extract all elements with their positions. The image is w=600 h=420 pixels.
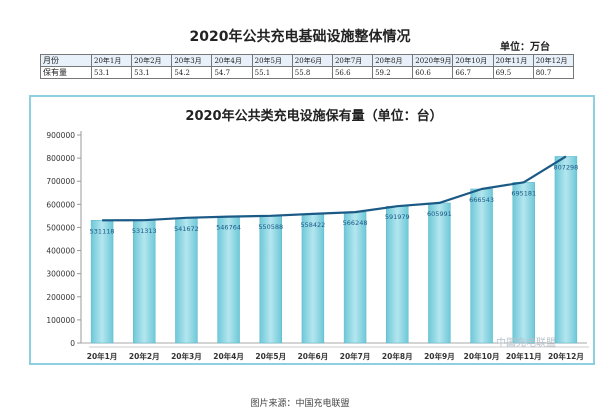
x-tick-label: 20年6月 (298, 351, 329, 361)
holding-cell: 56.6 (331, 66, 374, 79)
holding-cell: 60.6 (412, 66, 454, 79)
bar (512, 182, 535, 344)
month-cell: 20年8月 (372, 54, 414, 67)
holding-cell: 69.5 (492, 66, 534, 79)
holding-cell: 53.1 (131, 66, 173, 79)
chart-frame: 2020年公共类充电设施保有量（单位：台） 0 100000 200000 30000… (29, 95, 595, 365)
month-cell: 20年1月 (90, 54, 133, 67)
y-tick-label: 400000 (46, 247, 75, 256)
month-cell: 20年7月 (331, 54, 374, 67)
data-label: 695181 (511, 189, 536, 197)
data-label: 558422 (301, 221, 326, 229)
y-tick-label: 900000 (46, 131, 75, 140)
data-label: 605991 (427, 210, 452, 218)
bar (470, 188, 493, 344)
data-label: 531118 (90, 227, 115, 235)
x-tick-label: 20年4月 (213, 351, 244, 361)
bar (428, 202, 451, 344)
x-tick-label: 20年7月 (340, 351, 371, 361)
holding-cell: 54.7 (211, 66, 253, 79)
y-tick-label: 300000 (46, 270, 75, 279)
watermark-text: 中国充电联盟 (496, 338, 556, 349)
y-tick-label: 100000 (46, 316, 75, 325)
y-tick-label: 700000 (46, 177, 75, 186)
unit-label: 单位：万台 (500, 42, 550, 53)
holding-cell: 55.1 (251, 66, 293, 79)
bar (133, 219, 156, 344)
x-tick-label: 20年9月 (424, 351, 455, 361)
month-cell: 20年12月 (532, 54, 575, 67)
bar-chart: 0 100000 200000 300000 400000 500000 600000 700… (46, 131, 589, 361)
main-title: 2020年公共充电基础设施整体情况 (189, 29, 411, 45)
x-tick-label: 20年1月 (87, 351, 118, 361)
bar (301, 213, 325, 344)
data-label: 666543 (469, 196, 494, 204)
data-label: 566248 (343, 219, 368, 227)
bar (90, 220, 114, 344)
month-cell: 20年4月 (211, 54, 253, 67)
month-row: 月份 20年1月 20年2月 20年3月 20年4月 20年5月 20年6月 2… (40, 54, 575, 67)
holding-row: 保有量 53.1 53.1 54.2 54.7 55.1 55.8 56.6 5… (40, 66, 575, 79)
month-row-label: 月份 (40, 54, 92, 67)
data-label: 546764 (216, 224, 241, 232)
y-tick-label: 200000 (46, 293, 75, 302)
holding-cell: 80.7 (532, 66, 575, 79)
month-cell: 2020年9月 (412, 54, 454, 67)
bar (343, 211, 367, 344)
trend-line (102, 155, 567, 222)
month-cell: 20年2月 (131, 54, 173, 67)
bar (554, 156, 578, 344)
month-cell: 20年11月 (492, 54, 534, 67)
month-cell: 20年10月 (452, 54, 494, 67)
x-tick-label: 20年5月 (255, 351, 286, 361)
x-tick-label: 20年2月 (129, 351, 160, 361)
y-tick-label: 0 (70, 339, 75, 348)
holding-cell: 59.2 (372, 66, 414, 79)
y-tick-label: 600000 (46, 200, 75, 209)
month-cell: 20年5月 (251, 54, 293, 67)
data-label: 550588 (258, 223, 283, 231)
month-cell: 20年3月 (171, 54, 213, 67)
data-label: 807298 (554, 163, 579, 171)
chart-title: 2020年公共类充电设施保有量（单位：台） (185, 109, 443, 124)
x-tick-label: 20年12月 (548, 351, 584, 361)
bar (175, 217, 198, 344)
holding-cell: 54.2 (171, 66, 213, 79)
bar (217, 216, 240, 344)
holding-cell: 66.7 (452, 66, 494, 79)
x-tick-label: 20年8月 (382, 351, 413, 361)
x-tick-label: 20年11月 (506, 351, 542, 361)
y-tick-label: 500000 (46, 223, 75, 232)
data-label: 541672 (174, 225, 199, 233)
y-tick-label: 800000 (46, 154, 75, 163)
summary-table: 月份 20年1月 20年2月 20年3月 20年4月 20年5月 20年6月 2… (40, 54, 575, 79)
x-tick-label: 20年10月 (464, 351, 500, 361)
bar (259, 215, 282, 344)
image-source-caption: 图片来源：中国充电联盟 (250, 399, 350, 409)
month-cell: 20年6月 (291, 54, 333, 67)
holding-row-label: 保有量 (40, 66, 92, 79)
data-label: 531313 (132, 227, 157, 235)
holding-cell: 55.8 (291, 66, 333, 79)
bar (386, 205, 409, 344)
data-label: 591979 (385, 213, 410, 221)
x-tick-label: 20年3月 (171, 351, 202, 361)
holding-cell: 53.1 (90, 66, 133, 79)
